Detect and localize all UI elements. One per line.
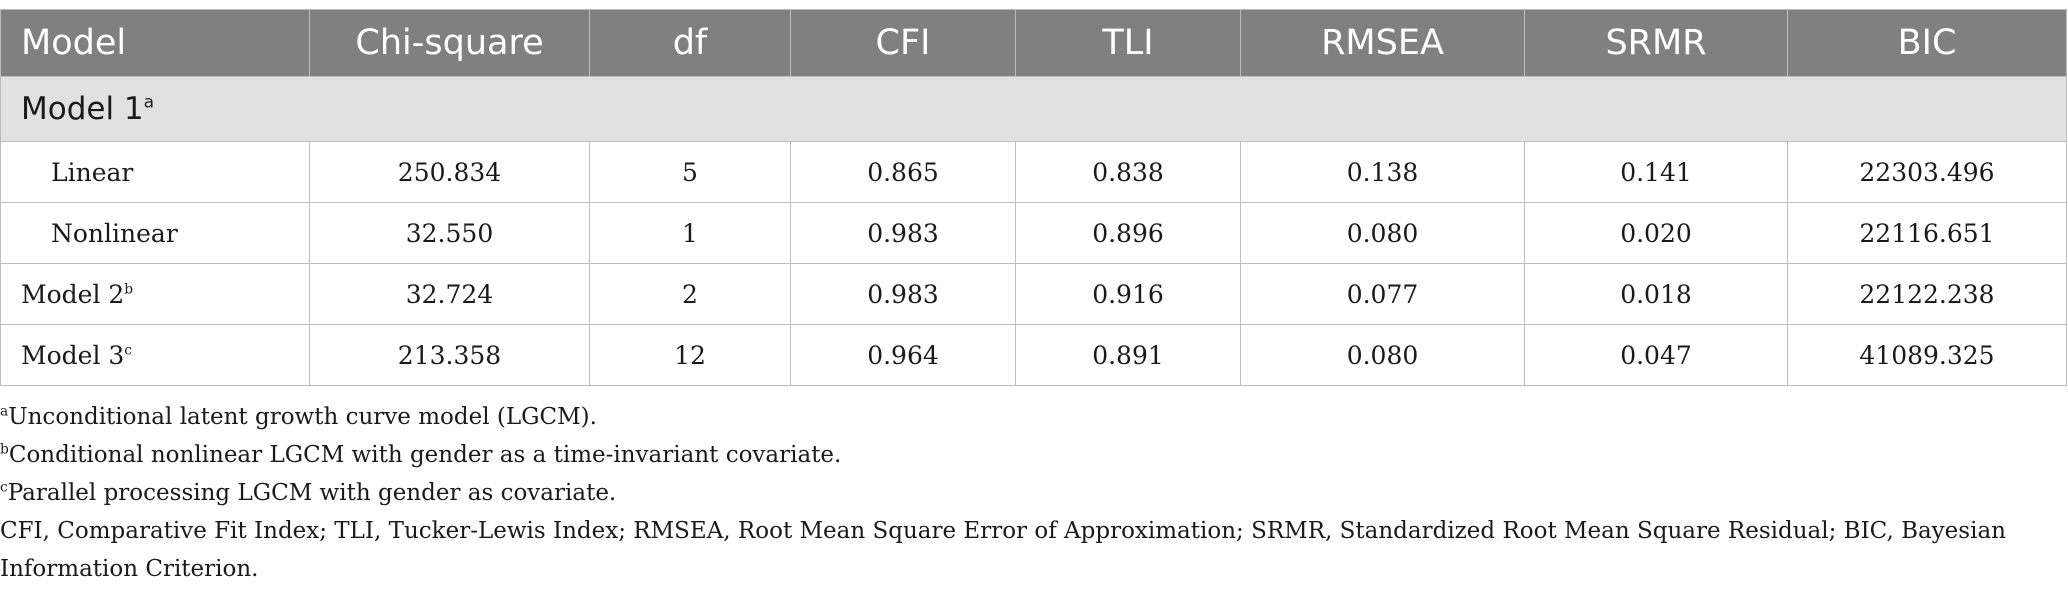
cell-df: 2 <box>589 263 791 325</box>
cell-chi-square: 250.834 <box>309 141 590 203</box>
section-row-model-1: Model 1a <box>0 76 2067 142</box>
table-header: Model Chi-square df CFI TLI RMSEA SRMR B… <box>0 9 2067 77</box>
cell-tli: 0.916 <box>1015 263 1241 325</box>
table-row: Model 3c 213.358 12 0.964 0.891 0.080 0.047 410… <box>0 324 2067 386</box>
section-label: Model 1a <box>0 76 2067 142</box>
cell-srmr: 0.020 <box>1524 202 1788 264</box>
footnote-a-mark: a <box>0 403 9 420</box>
cell-model: Model 2b <box>0 263 310 325</box>
cell-tli: 0.891 <box>1015 324 1241 386</box>
footnote-b-mark: b <box>0 441 9 458</box>
cell-tli: 0.838 <box>1015 141 1241 203</box>
cell-bic: 41089.325 <box>1787 324 2067 386</box>
footnote-a: aUnconditional latent growth curve model… <box>0 398 2050 436</box>
cell-rmsea: 0.077 <box>1240 263 1525 325</box>
cell-rmsea: 0.080 <box>1240 202 1525 264</box>
cell-cfi: 0.964 <box>790 324 1016 386</box>
cell-bic: 22303.496 <box>1787 141 2067 203</box>
cell-model-name: Model 3 <box>21 340 125 370</box>
cell-bic: 22122.238 <box>1787 263 2067 325</box>
cell-tli: 0.896 <box>1015 202 1241 264</box>
cell-chi-square: 32.550 <box>309 202 590 264</box>
footnote-c-text: Parallel processing LGCM with gender as … <box>7 480 617 506</box>
table-row: Model 2b 32.724 2 0.983 0.916 0.077 0.018 22122… <box>0 263 2067 325</box>
model-fit-table: Model Chi-square df CFI TLI RMSEA SRMR B… <box>0 9 2067 386</box>
table-row: Linear 250.834 5 0.865 0.838 0.138 0.141 22303.… <box>0 141 2067 203</box>
cell-srmr: 0.047 <box>1524 324 1788 386</box>
footnote-c-mark: c <box>0 479 8 496</box>
cell-model: Nonlinear <box>0 202 310 264</box>
footnote-b-text: Conditional nonlinear LGCM with gender a… <box>8 442 842 468</box>
table-row: Nonlinear 32.550 1 0.983 0.896 0.080 0.020 2211… <box>0 202 2067 264</box>
cell-model-footnote-mark: c <box>124 342 132 359</box>
section-label-text: Model 1 <box>21 91 144 127</box>
header-chi-square: Chi-square <box>309 9 590 77</box>
cell-model-footnote-mark: b <box>124 281 134 298</box>
cell-chi-square: 32.724 <box>309 263 590 325</box>
cell-df: 1 <box>589 202 791 264</box>
header-df: df <box>589 9 791 77</box>
cell-srmr: 0.141 <box>1524 141 1788 203</box>
footnote-a-text: Unconditional latent growth curve model … <box>8 404 597 430</box>
cell-chi-square: 213.358 <box>309 324 590 386</box>
table-body: Model 1a Linear 250.834 5 0.865 0.838 0.138 0.… <box>0 76 2067 386</box>
cell-model-name: Model 2 <box>21 279 125 309</box>
footnote-c: cParallel processing LGCM with gender as… <box>0 474 2050 512</box>
footnote-abbreviations: CFI, Comparative Fit Index; TLI, Tucker-… <box>0 518 2006 582</box>
header-tli: TLI <box>1015 9 1241 77</box>
header-bic: BIC <box>1787 9 2067 77</box>
cell-model-name: Linear <box>51 157 134 187</box>
cell-model-name: Nonlinear <box>51 218 178 248</box>
header-model: Model <box>0 9 310 77</box>
cell-cfi: 0.983 <box>790 263 1016 325</box>
cell-srmr: 0.018 <box>1524 263 1788 325</box>
cell-cfi: 0.865 <box>790 141 1016 203</box>
cell-cfi: 0.983 <box>790 202 1016 264</box>
footnote-b: bConditional nonlinear LGCM with gender … <box>0 436 2050 474</box>
cell-df: 5 <box>589 141 791 203</box>
cell-df: 12 <box>589 324 791 386</box>
cell-model: Linear <box>0 141 310 203</box>
cell-model: Model 3c <box>0 324 310 386</box>
header-srmr: SRMR <box>1524 9 1788 77</box>
table-footnotes: aUnconditional latent growth curve model… <box>0 398 2050 588</box>
cell-bic: 22116.651 <box>1787 202 2067 264</box>
header-rmsea: RMSEA <box>1240 9 1525 77</box>
cell-rmsea: 0.080 <box>1240 324 1525 386</box>
section-label-footnote-mark: a <box>143 92 155 113</box>
header-cfi: CFI <box>790 9 1016 77</box>
cell-rmsea: 0.138 <box>1240 141 1525 203</box>
header-row: Model Chi-square df CFI TLI RMSEA SRMR B… <box>0 9 2067 77</box>
